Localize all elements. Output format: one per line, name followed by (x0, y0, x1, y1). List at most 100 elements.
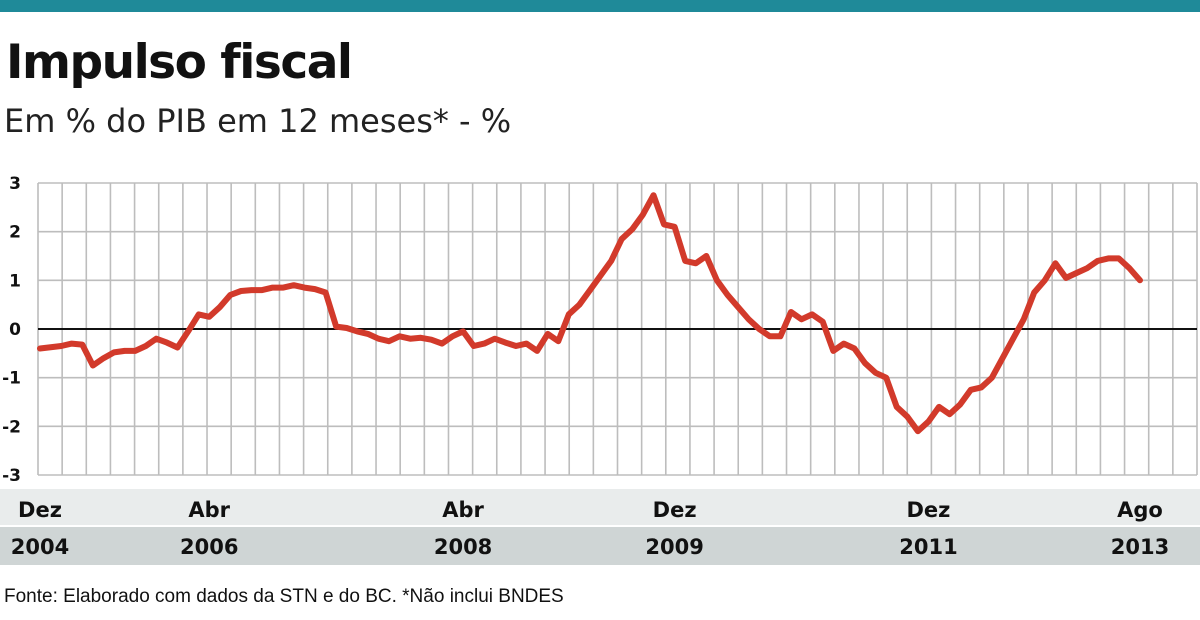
data-point (312, 286, 318, 292)
data-point (481, 341, 487, 347)
data-point (566, 311, 572, 317)
x-tick-month-label: Dez (907, 498, 951, 522)
data-point (248, 287, 255, 293)
y-tick-label: 2 (9, 223, 21, 243)
source-note: Fonte: Elaborado com dados da STN e do B… (4, 586, 564, 607)
data-point (333, 324, 339, 330)
data-point (323, 289, 329, 296)
data-point (724, 292, 731, 298)
data-point (386, 338, 392, 344)
data-point (989, 375, 995, 381)
data-point (270, 285, 276, 291)
x-tick-year-label: 2006 (180, 535, 238, 559)
data-point (767, 333, 773, 339)
data-point (661, 221, 667, 227)
data-point (365, 331, 371, 337)
data-point (344, 325, 350, 331)
x-tick-month-label: Ago (1117, 498, 1163, 522)
data-point (58, 343, 64, 349)
series-line (37, 192, 1143, 435)
data-point (873, 370, 879, 376)
data-point (301, 285, 307, 291)
top-color-bar (0, 0, 1200, 12)
y-axis: 3 2 1 0 -1 -2 -3 (2, 174, 21, 486)
data-point (100, 355, 107, 361)
data-point (1031, 289, 1037, 296)
data-point (1063, 275, 1069, 281)
data-point (280, 285, 286, 291)
data-point (756, 326, 762, 332)
data-point (672, 224, 678, 230)
data-point (238, 288, 244, 294)
data-point (259, 287, 265, 293)
x-tick-year-label: 2008 (434, 535, 492, 559)
data-point (883, 375, 889, 381)
data-point (1105, 255, 1111, 261)
data-point (1116, 255, 1122, 261)
x-tick-year-label: 2004 (11, 535, 69, 559)
data-point (132, 348, 138, 354)
month-label-band (0, 489, 1200, 525)
x-tick-month-label: Abr (442, 498, 484, 522)
data-point (407, 336, 413, 342)
y-tick-label: -2 (2, 417, 21, 437)
chart-subtitle: Em % do PIB em 12 meses* - % (4, 102, 512, 140)
data-point (174, 344, 181, 351)
y-tick-label: -3 (2, 466, 21, 486)
data-point (619, 236, 625, 242)
data-point (153, 336, 159, 342)
x-axis: Dez 2004 Abr 2006 Abr 2008 Dez 2009 Dez 2011 Ago 20… (11, 498, 1169, 559)
data-point (587, 287, 593, 293)
data-point (164, 340, 170, 346)
data-point (968, 387, 974, 393)
data-point (79, 342, 85, 348)
data-point (862, 360, 868, 366)
data-point (978, 384, 984, 390)
data-points (37, 192, 1143, 434)
data-point (830, 348, 836, 354)
data-point (714, 277, 720, 283)
y-tick-label: 0 (9, 320, 21, 340)
data-point (449, 333, 456, 339)
data-point (947, 411, 953, 417)
data-point (598, 272, 604, 279)
data-point (576, 302, 583, 308)
data-point (534, 348, 540, 354)
data-point (1052, 260, 1058, 266)
data-point (629, 226, 635, 232)
data-point (471, 343, 477, 349)
data-point (820, 319, 826, 325)
data-point (841, 341, 847, 347)
data-point (999, 355, 1006, 361)
data-point (894, 404, 900, 410)
x-tick-year-label: 2011 (899, 535, 957, 559)
data-point (460, 328, 466, 334)
data-point (1021, 316, 1027, 322)
data-point (809, 311, 815, 317)
data-point (798, 316, 805, 322)
data-point (851, 345, 858, 352)
data-point (439, 341, 445, 347)
data-point (375, 336, 382, 342)
x-tick-year-label: 2013 (1111, 535, 1169, 559)
data-point (788, 309, 794, 315)
data-point (693, 260, 699, 266)
year-label-band (0, 527, 1200, 565)
data-point (957, 401, 963, 407)
data-point (397, 333, 403, 339)
data-point (428, 337, 434, 343)
data-point (1137, 277, 1143, 283)
data-point (1010, 336, 1016, 342)
data-point (650, 192, 657, 198)
y-tick-label: 1 (9, 271, 21, 291)
data-point (418, 335, 424, 341)
data-point (122, 348, 128, 354)
data-point (90, 362, 96, 369)
chart-title: Impulso fiscal (6, 35, 353, 90)
data-point (746, 316, 752, 322)
data-point (217, 304, 223, 310)
data-point (1126, 265, 1132, 271)
data-point (640, 212, 646, 218)
data-point (1073, 270, 1080, 276)
